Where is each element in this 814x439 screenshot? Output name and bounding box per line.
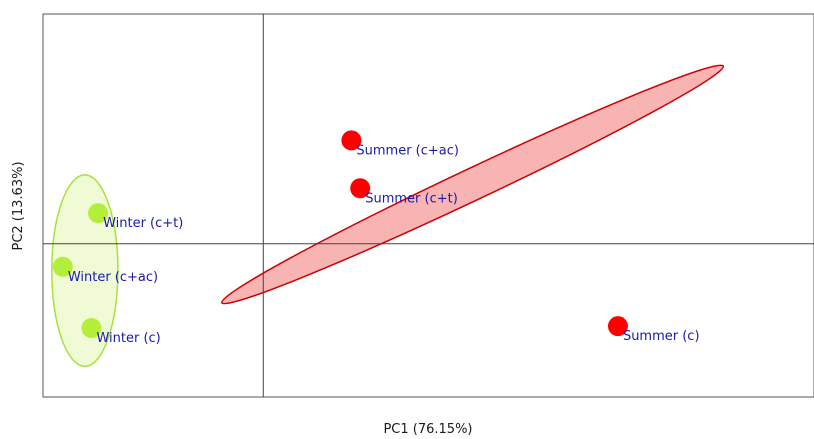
summer-point	[341, 130, 362, 151]
y-axis-title: PC2 (13.63%)	[11, 161, 26, 250]
summer-point	[350, 178, 371, 199]
point-labels: Summer (c+ac) Summer (c+t) Summer (c) Winte…	[68, 143, 700, 346]
summer-point	[607, 316, 628, 337]
summer-point-label: Summer (c+ac)	[356, 143, 459, 158]
winter-confidence-ellipse	[51, 174, 119, 368]
winter-point	[88, 203, 109, 224]
winter-point-label: Winter (c)	[96, 331, 160, 346]
x-axis-title: PC1 (76.15%)	[383, 422, 472, 437]
winter-point-label: Winter (c+ac)	[68, 270, 158, 285]
winter-point	[52, 256, 73, 277]
summer-point-label: Summer (c+t)	[365, 191, 458, 206]
winter-point	[81, 318, 102, 339]
data-points	[52, 130, 628, 339]
summer-point-label: Summer (c)	[623, 329, 700, 344]
winter-point-label: Winter (c+t)	[103, 216, 183, 231]
